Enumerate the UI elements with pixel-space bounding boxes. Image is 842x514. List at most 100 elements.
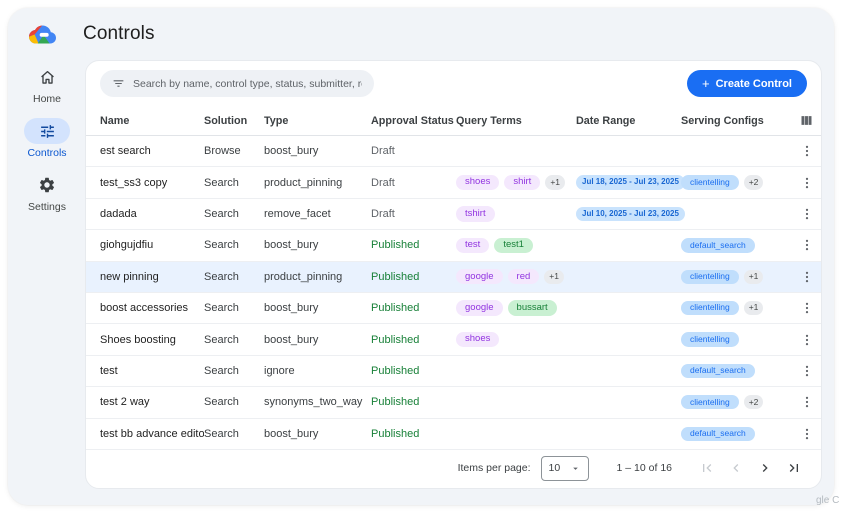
sidebar-item-label: Settings (28, 201, 66, 213)
chip-blue: default_search (681, 363, 755, 379)
items-per-page-select[interactable]: 10 (540, 455, 589, 481)
chip-purple: shoes (456, 331, 500, 348)
cell-type: boost_bury (264, 145, 319, 158)
cell-serving-configs: default_search (681, 238, 790, 253)
column-header-query-terms: Query Terms (456, 114, 522, 127)
cell-type: remove_facet (264, 207, 331, 220)
cell-serving-configs: default_search (681, 426, 790, 441)
row-actions-button[interactable] (796, 329, 818, 351)
chip-blue: clientelling (681, 332, 739, 347)
cell-approval-status: Published (371, 270, 420, 283)
table-row[interactable]: giohgujdfiu Search boost_bury Published … (86, 230, 821, 262)
chip-green: bussart (507, 300, 557, 316)
previous-page-button[interactable] (725, 457, 747, 479)
dropdown-arrow-icon (572, 467, 578, 470)
cell-solution: Search (204, 176, 239, 189)
cell-date-range: Jul 18, 2025 - Jul 23, 2025 (576, 175, 685, 190)
cell-type: boost_bury (264, 427, 319, 440)
kebab-menu-icon (805, 365, 808, 377)
column-header-type: Type (264, 114, 289, 127)
controls-table-card: + Create Control Name Solution Type Appr… (85, 60, 822, 489)
chip-blue: clientelling (681, 175, 739, 190)
cell-approval-status: Published (371, 239, 420, 252)
chip-purple: test (456, 237, 490, 254)
kebab-menu-icon (805, 397, 808, 408)
more-count-badge: +1 (544, 269, 564, 284)
more-count-badge: +2 (743, 395, 764, 410)
cell-name: dadada (100, 207, 137, 220)
sidebar-item-settings[interactable]: Settings (24, 172, 70, 213)
column-settings-button[interactable] (795, 110, 819, 132)
home-icon (40, 70, 54, 84)
row-actions-button[interactable] (796, 297, 818, 319)
cell-solution: Search (204, 207, 239, 220)
cell-date-range: Jul 10, 2025 - Jul 23, 2025 (576, 206, 685, 222)
cell-solution: Search (204, 270, 239, 283)
create-control-button[interactable]: + Create Control (687, 70, 807, 97)
cell-solution: Search (204, 427, 239, 440)
cell-query-terms: google red +1 (456, 269, 576, 285)
row-actions-button[interactable] (796, 140, 818, 162)
cell-type: ignore (264, 364, 295, 377)
items-per-page-value: 10 (548, 462, 561, 475)
table-row[interactable]: dadada Search remove_facet Draft tshirt … (86, 199, 821, 231)
cell-type: boost_bury (264, 302, 319, 315)
table-row[interactable]: est search Browse boost_bury Draft (86, 136, 821, 168)
row-actions-button[interactable] (796, 266, 818, 288)
kebab-menu-icon (805, 177, 808, 188)
sidebar-item-controls[interactable]: Controls (24, 118, 70, 159)
cell-name: test (100, 364, 118, 377)
sidebar-item-home[interactable]: Home (24, 64, 70, 105)
search-bar[interactable] (100, 70, 374, 97)
table-row[interactable]: Shoes boosting Search boost_bury Publish… (86, 324, 821, 356)
row-actions-button[interactable] (796, 391, 818, 413)
chip-purple: google (456, 269, 503, 285)
chip-date: Jul 18, 2025 - Jul 23, 2025 (576, 175, 685, 190)
table-row[interactable]: test Search ignore Published default_sea… (86, 356, 821, 388)
cell-serving-configs: default_search (681, 363, 790, 379)
chip-blue: clientelling (681, 395, 739, 410)
cell-name: new pinning (100, 270, 159, 283)
row-actions-button[interactable] (796, 423, 818, 445)
items-per-page-label: Items per page: (457, 462, 531, 475)
table-row[interactable]: new pinning Search product_pinning Publi… (86, 261, 821, 293)
view-columns-icon (801, 116, 812, 125)
chip-purple: shoes (456, 174, 500, 191)
cell-serving-configs: clientelling +2 (681, 175, 790, 190)
chip-blue: clientelling (681, 300, 739, 316)
next-page-button[interactable] (754, 457, 776, 479)
cell-solution: Search (204, 333, 239, 346)
cell-serving-configs: clientelling +2 (681, 395, 790, 410)
cell-serving-configs: clientelling +1 (681, 300, 790, 316)
cell-name: boost accessories (100, 302, 189, 315)
table-row[interactable]: test bb advance editor Search boost_bury… (86, 419, 821, 450)
table-row[interactable]: test_ss3 copy Search product_pinning Dra… (86, 167, 821, 199)
cell-solution: Browse (204, 145, 241, 158)
kebab-menu-icon (805, 271, 808, 282)
chip-date: Jul 10, 2025 - Jul 23, 2025 (576, 206, 685, 222)
kebab-menu-icon (805, 428, 808, 439)
pagination-bar: Items per page: 10 1 – 10 of 16 (86, 450, 821, 487)
row-actions-button[interactable] (796, 203, 818, 225)
row-actions-button[interactable] (796, 172, 818, 194)
table-row[interactable]: test 2 way Search synonyms_two_way Publi… (86, 387, 821, 419)
row-actions-button[interactable] (796, 234, 818, 256)
first-page-icon (703, 464, 712, 473)
column-header-serving-configs: Serving Configs (681, 114, 764, 127)
app-window: Controls Home Controls (8, 8, 834, 505)
sidebar-item-label: Home (32, 93, 61, 105)
last-page-icon (789, 464, 798, 473)
table-header-row: Name Solution Type Approval Status Query… (86, 106, 821, 136)
cell-type: boost_bury (264, 239, 319, 252)
cell-name: test bb advance editor (100, 427, 204, 440)
row-actions-button[interactable] (796, 360, 818, 382)
cell-serving-configs: clientelling +1 (681, 269, 790, 284)
title-bar: Controls (8, 8, 155, 60)
chip-purple: shirt (504, 174, 541, 191)
first-page-button[interactable] (696, 457, 718, 479)
table-row[interactable]: boost accessories Search boost_bury Publ… (86, 293, 821, 325)
cell-name: test 2 way (100, 396, 150, 409)
last-page-button[interactable] (783, 457, 805, 479)
kebab-menu-icon (805, 240, 808, 251)
search-input[interactable] (133, 77, 362, 90)
